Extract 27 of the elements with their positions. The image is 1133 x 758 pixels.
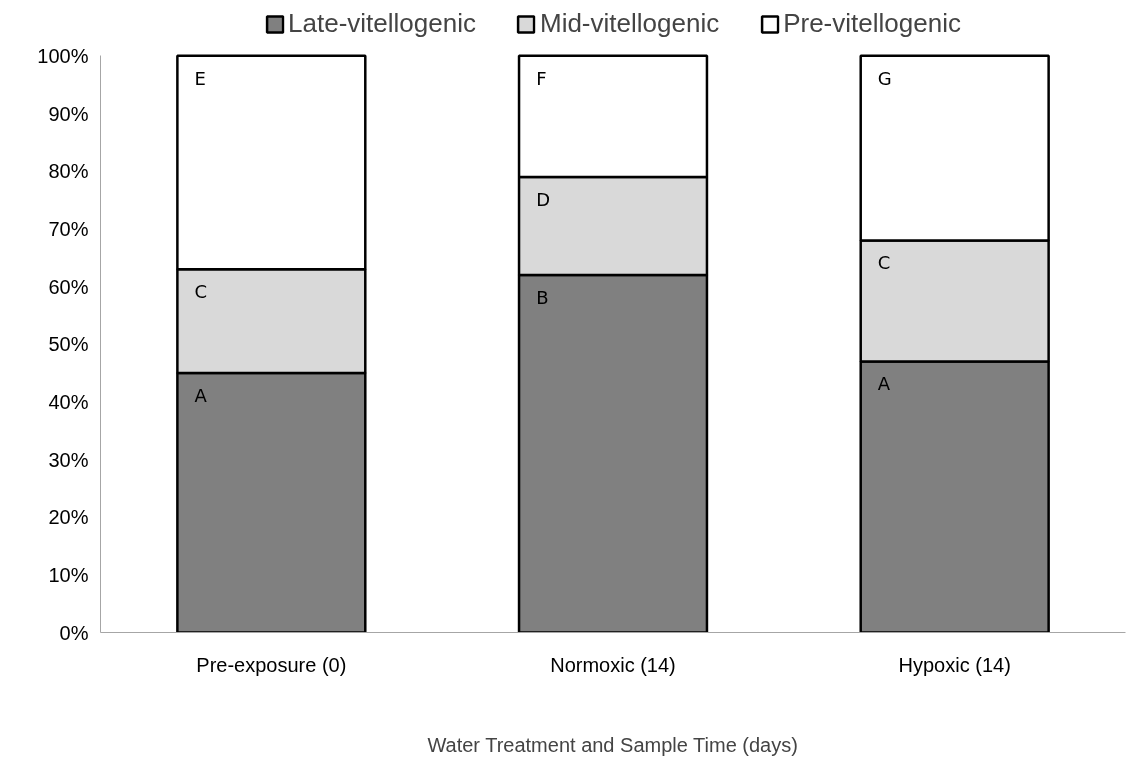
y-tick-label: 40% xyxy=(48,390,89,413)
legend-label: Pre-vitellogenic xyxy=(783,8,961,39)
x-tick-label: Hypoxic (14) xyxy=(898,653,1011,676)
y-tick-label: 70% xyxy=(48,217,89,240)
y-tick-label: 20% xyxy=(48,506,89,529)
x-tick-label: Normoxic (14) xyxy=(550,653,676,676)
y-tick-label: 90% xyxy=(48,102,89,125)
y-tick-label: 0% xyxy=(59,621,89,644)
data-label: D xyxy=(536,188,550,210)
data-label: A xyxy=(194,385,208,407)
y-tick-label: 100% xyxy=(37,44,89,67)
y-tick-label: 30% xyxy=(48,448,89,471)
data-label: B xyxy=(536,286,549,308)
legend-label: Mid-vitellogenic xyxy=(539,8,720,39)
data-label: F xyxy=(536,67,547,89)
x-axis-title: Water Treatment and Sample Time (days) xyxy=(427,733,798,756)
x-tick-label: Pre-exposure (0) xyxy=(196,653,347,676)
data-label: C xyxy=(194,281,208,303)
data-label: C xyxy=(877,252,891,274)
data-label: G xyxy=(877,67,892,89)
data-label: A xyxy=(877,373,891,395)
data-label: E xyxy=(194,67,206,89)
y-tick-label: 60% xyxy=(48,275,89,298)
y-tick-label: 50% xyxy=(48,333,89,356)
y-tick-label: 10% xyxy=(48,563,89,586)
y-tick-label: 80% xyxy=(48,160,89,183)
legend-label: Late-vitellogenic xyxy=(288,8,476,39)
